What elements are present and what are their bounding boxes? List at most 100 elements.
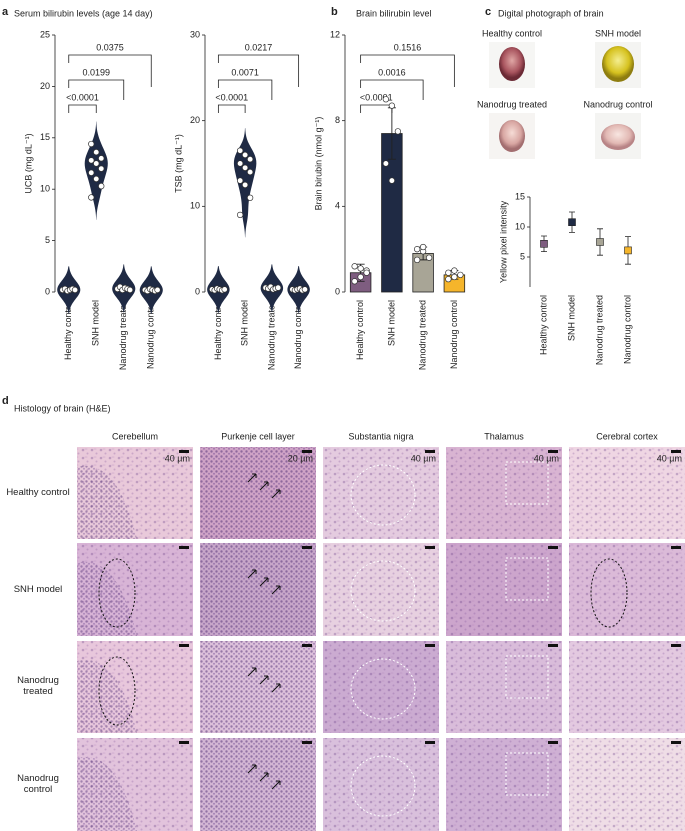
scale-label: 40 µm: [657, 453, 682, 463]
row-label: SNH model: [13, 583, 63, 595]
scale-bar: [671, 546, 681, 549]
arrow: [271, 489, 281, 499]
data-point: [241, 151, 249, 159]
data-point: [425, 254, 433, 261]
data-point: [236, 177, 244, 184]
x-tick-label: Nanodrug control: [449, 300, 459, 369]
column-header: Substantia nigra: [348, 431, 413, 441]
scale-label: 40 µm: [534, 453, 559, 463]
scale-bar: [179, 546, 189, 549]
chart-title: Brain bilirubin level: [356, 8, 432, 18]
scale-bar: [425, 450, 435, 453]
data-point: [388, 177, 396, 184]
p-value: 0.0016: [378, 67, 406, 77]
data-point: [413, 256, 421, 264]
data-point: [445, 269, 452, 276]
scale-bar: [548, 644, 558, 647]
chart-title: Digital photograph of brain: [498, 8, 604, 18]
p-value: <0.0001: [215, 92, 248, 102]
p-value: 0.1516: [394, 42, 422, 52]
data-point: [351, 263, 358, 270]
photo-brain: [601, 124, 635, 150]
scale-bar: [302, 450, 312, 453]
significance-bracket: [68, 54, 152, 87]
data-point: [246, 194, 254, 201]
arrow: [271, 585, 281, 595]
data-point: [93, 149, 100, 156]
histology-texture: [323, 543, 439, 636]
photo-label: Healthy control: [482, 28, 542, 38]
marker: [596, 238, 604, 246]
y-tick-label: 10: [515, 221, 525, 231]
y-tick-label: 15: [40, 132, 50, 142]
data-point: [93, 175, 100, 183]
tissue-fold: [77, 465, 137, 539]
data-point: [221, 286, 228, 293]
x-tick-label: SNH model: [91, 300, 101, 346]
data-point: [351, 278, 358, 285]
data-point: [236, 147, 244, 154]
data-point: [451, 267, 458, 274]
y-tick-label: 25: [40, 29, 50, 39]
histology-texture: [323, 738, 439, 831]
column-header: Cerebellum: [112, 431, 158, 441]
region-outline: [505, 557, 549, 601]
x-tick-label: Nanodrug control: [146, 300, 156, 369]
data-point: [98, 165, 105, 172]
y-axis-label: TSB (mg dL⁻¹): [173, 134, 183, 193]
y-tick-label: 20: [190, 115, 200, 125]
panel-letter: b: [331, 6, 338, 18]
data-point: [154, 286, 161, 294]
scale-bar: [548, 546, 558, 549]
scale-bar: [302, 741, 312, 744]
data-point: [274, 284, 282, 291]
data-point: [451, 273, 458, 281]
region-outline: [505, 752, 549, 796]
region-outline: [590, 558, 628, 628]
data-point: [382, 96, 390, 103]
significance-bracket: [360, 79, 424, 100]
column-header: Thalamus: [484, 431, 524, 441]
y-tick-label: 10: [40, 184, 50, 194]
y-tick-label: 0: [45, 286, 50, 296]
panel-title: Histology of brain (H&E): [14, 403, 111, 413]
significance-bracket: [217, 79, 273, 100]
brain-photos: [489, 42, 641, 159]
x-tick-label: Healthy control: [213, 300, 223, 360]
histology-grid: Cerebellum Purkenje cell layer Substantia …: [77, 431, 685, 831]
row-label: Nanodrug control: [17, 772, 59, 795]
tissue-fold: [77, 659, 137, 733]
histology-texture: [200, 543, 316, 636]
region-outline: [350, 560, 416, 622]
region-outline: [350, 658, 416, 720]
region-outline: [505, 655, 549, 699]
significance-bracket: [217, 104, 246, 113]
tissue-fold: [77, 756, 137, 831]
histology-texture: [200, 447, 316, 539]
significance-bracket: [68, 79, 125, 100]
histology-texture: [446, 641, 562, 733]
data-point: [301, 286, 309, 293]
scale-bar: [548, 741, 558, 744]
arrow: [271, 683, 281, 693]
histology-texture: [200, 641, 316, 733]
scale-label: 40 µm: [411, 453, 436, 463]
y-axis-label: Brain birubin (nmol g⁻¹): [313, 117, 323, 211]
data-point: [457, 271, 464, 279]
y-axis-label: UCB (mg dL⁻¹): [23, 133, 33, 193]
scale-bar: [548, 450, 558, 453]
data-point: [382, 160, 390, 167]
scale-label: 40 µm: [165, 453, 190, 463]
x-tick-label: Nanodrug treated: [266, 300, 276, 370]
column-header: Purkenje cell layer: [221, 431, 295, 441]
scale-bar: [671, 741, 681, 744]
histology-texture: [569, 543, 685, 636]
p-value: <0.0001: [66, 92, 99, 102]
panel-letter: a: [2, 6, 9, 18]
y-tick-label: 0: [195, 286, 200, 296]
column-header: Cerebral cortex: [596, 431, 658, 441]
data-point: [98, 182, 105, 190]
p-value: 0.0199: [82, 67, 110, 77]
